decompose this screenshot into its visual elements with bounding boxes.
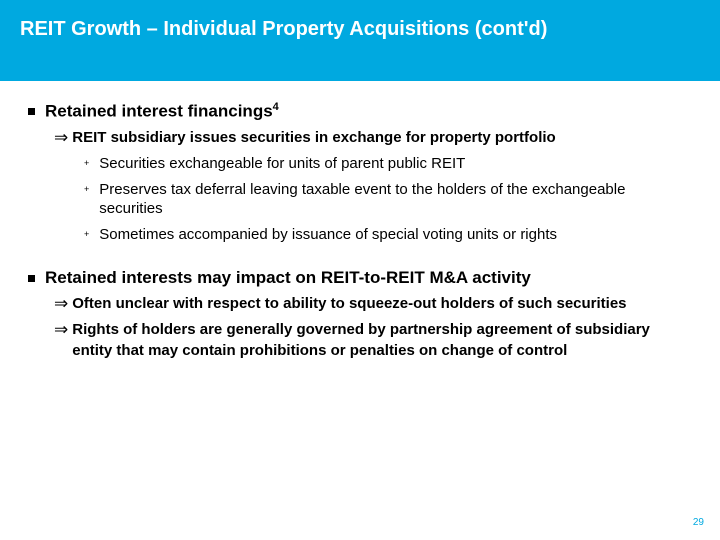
- bullet-text: Securities exchangeable for units of par…: [99, 154, 465, 174]
- superscript: 4: [273, 101, 279, 113]
- arrow-icon: ⇒: [54, 320, 68, 340]
- bullet-level2: ⇒ REIT subsidiary issues securities in e…: [54, 128, 692, 148]
- bullet-level1: Retained interest financings4 ⇒ REIT sub…: [28, 101, 692, 244]
- plus-icon: +: [84, 230, 89, 239]
- bullet-level3: + Preserves tax deferral leaving taxable…: [84, 180, 692, 219]
- plus-icon: +: [84, 185, 89, 194]
- spacer: [28, 254, 692, 268]
- bullet-text: Preserves tax deferral leaving taxable e…: [99, 180, 692, 219]
- bullet-row: Retained interests may impact on REIT-to…: [28, 268, 692, 288]
- bullet-label: Retained interests may impact on REIT-to…: [45, 268, 531, 287]
- bullet-level3: + Securities exchangeable for units of p…: [84, 154, 692, 174]
- slide: REIT Growth – Individual Property Acquis…: [0, 0, 720, 540]
- slide-content: Retained interest financings4 ⇒ REIT sub…: [0, 81, 720, 361]
- square-bullet-icon: [28, 108, 35, 115]
- bullet-label: Retained interest financings: [45, 102, 273, 121]
- bullet-level2: ⇒ Rights of holders are generally govern…: [54, 320, 692, 361]
- bullet-level1: Retained interests may impact on REIT-to…: [28, 268, 692, 361]
- slide-title: REIT Growth – Individual Property Acquis…: [20, 18, 700, 41]
- bullet-text: Retained interest financings4: [45, 101, 279, 122]
- page-number: 29: [693, 517, 704, 528]
- plus-icon: +: [84, 159, 89, 168]
- bullet-text: REIT subsidiary issues securities in exc…: [72, 128, 555, 148]
- arrow-icon: ⇒: [54, 294, 68, 314]
- bullet-text: Often unclear with respect to ability to…: [72, 294, 626, 314]
- bullet-text: Sometimes accompanied by issuance of spe…: [99, 225, 557, 245]
- bullet-text: Retained interests may impact on REIT-to…: [45, 268, 531, 288]
- title-bar: REIT Growth – Individual Property Acquis…: [0, 0, 720, 81]
- bullet-row: Retained interest financings4: [28, 101, 692, 122]
- bullet-level2: ⇒ Often unclear with respect to ability …: [54, 294, 692, 314]
- arrow-icon: ⇒: [54, 128, 68, 148]
- square-bullet-icon: [28, 275, 35, 282]
- bullet-level3: + Sometimes accompanied by issuance of s…: [84, 225, 692, 245]
- bullet-text: Rights of holders are generally governed…: [72, 320, 692, 361]
